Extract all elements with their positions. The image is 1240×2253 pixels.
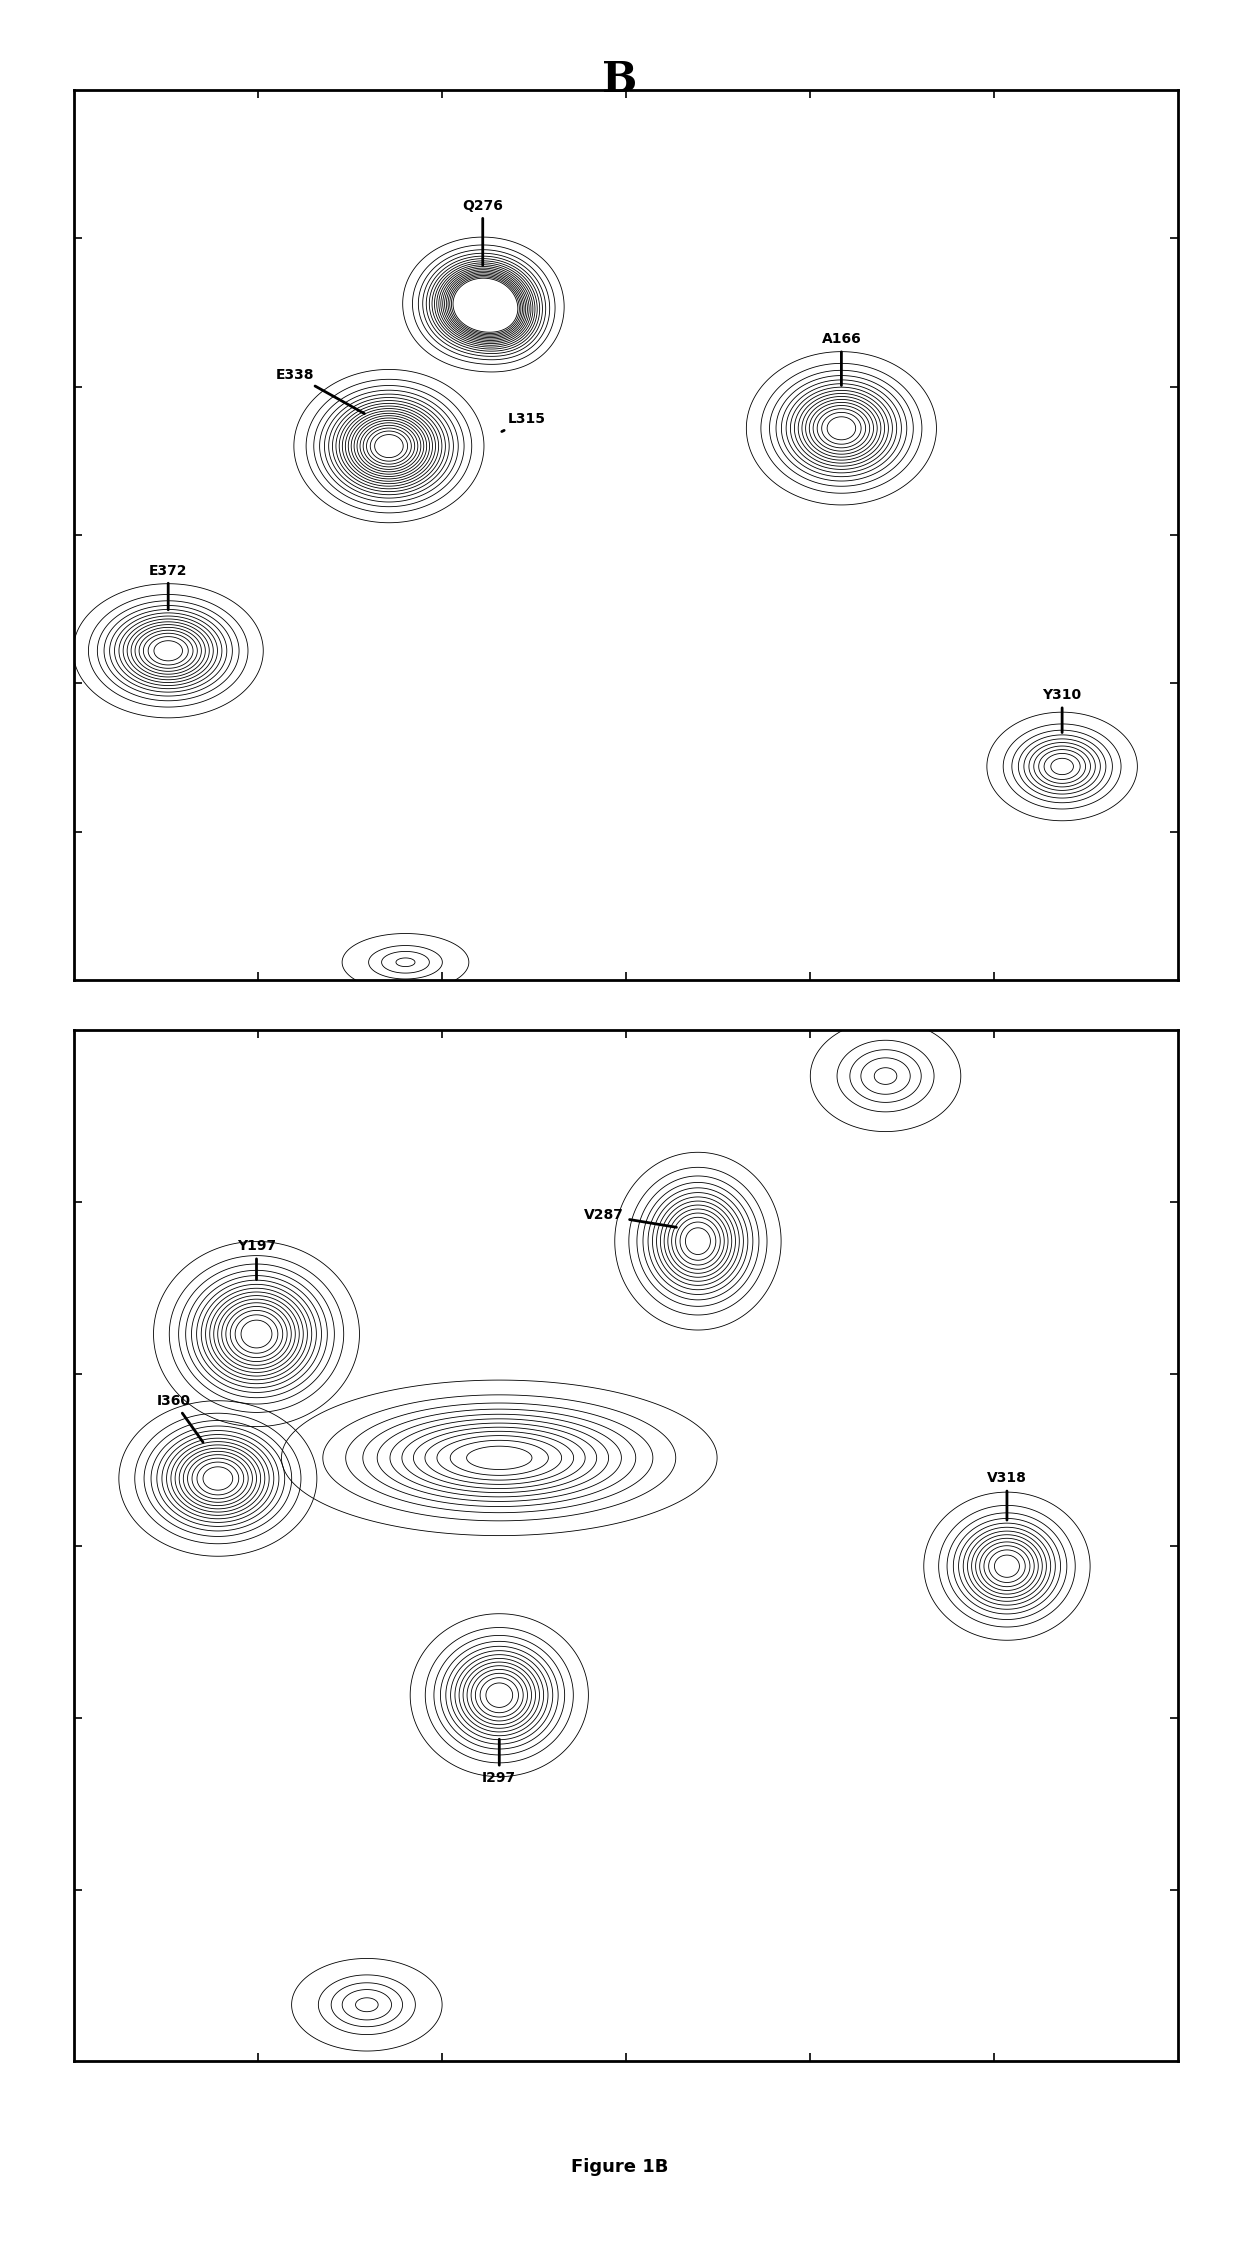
Text: V287: V287 — [584, 1208, 677, 1228]
Text: Figure 1B: Figure 1B — [572, 2158, 668, 2176]
Text: V318: V318 — [987, 1471, 1027, 1521]
Text: Y310: Y310 — [1043, 687, 1081, 732]
Text: I297: I297 — [482, 1739, 516, 1784]
Text: Y197: Y197 — [237, 1239, 277, 1280]
Text: E338: E338 — [275, 367, 365, 415]
Text: Q276: Q276 — [463, 198, 503, 266]
Text: A166: A166 — [822, 331, 862, 385]
Text: B: B — [603, 59, 637, 101]
Text: L315: L315 — [502, 412, 546, 433]
Text: E372: E372 — [149, 563, 187, 611]
Text: I360: I360 — [156, 1395, 203, 1442]
